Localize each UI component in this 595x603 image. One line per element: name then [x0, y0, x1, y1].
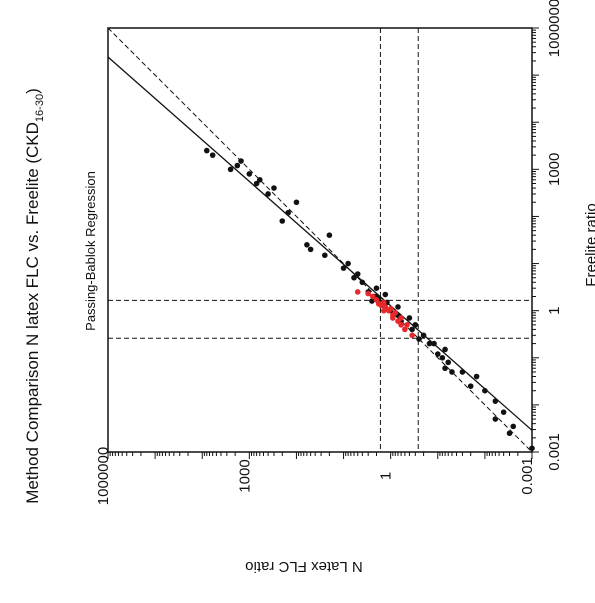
regression-lines [107, 27, 533, 453]
y-tick-label: 1 [378, 472, 395, 480]
data-point-black [439, 354, 446, 361]
data-point-black [354, 271, 361, 277]
x-axis: 0.001 1 1000 1000000 [532, 0, 563, 471]
data-point-red [392, 310, 399, 316]
data-point-black [431, 340, 437, 347]
data-point-black [369, 298, 375, 304]
data-point-black [529, 445, 535, 452]
data-point-black [307, 246, 314, 253]
data-point-red [402, 326, 408, 333]
chart-title: Method Comparison N latex FLC vs. Freeli… [23, 88, 46, 504]
data-point-red [404, 322, 410, 328]
x-tick-label: 0.001 [546, 433, 563, 471]
data-point-black [256, 176, 263, 183]
data-point-red [380, 299, 387, 306]
data-point-black [351, 274, 357, 281]
data-point-black [271, 185, 277, 191]
data-point-red [380, 307, 387, 314]
data-point-black [227, 166, 234, 173]
x-axis-label: Freelite ratio [583, 203, 595, 286]
data-point-black [203, 147, 210, 154]
data-point-red [390, 315, 396, 321]
data-point-black [467, 383, 474, 389]
data-point-black [382, 291, 389, 298]
data-points [203, 147, 535, 452]
data-point-black [442, 346, 448, 353]
data-point-black [420, 332, 427, 339]
data-point-black [510, 423, 517, 430]
data-point-black [285, 209, 291, 216]
data-point-black [253, 180, 260, 187]
data-point-red [398, 322, 404, 328]
x-tick-label: 1000000 [546, 0, 563, 57]
y-tick-label: 1000000 [95, 447, 112, 505]
data-point-black [445, 359, 452, 366]
data-point-black [265, 191, 271, 197]
data-point-red [375, 300, 382, 307]
data-point-red [354, 289, 361, 295]
y-axis-label: N Latex FLC ratio [245, 558, 363, 575]
data-point-red [398, 315, 404, 321]
data-point-black [459, 369, 466, 375]
data-point-black [340, 265, 347, 271]
data-point-red [387, 305, 394, 312]
data-point-black [416, 336, 422, 342]
x-tick-label: 1 [546, 306, 563, 314]
data-point-black [322, 252, 328, 259]
y-tick-label: 0.001 [519, 457, 536, 495]
data-point-black [492, 398, 499, 404]
chart-subtitle: Passing-Bablok Regression [83, 171, 98, 331]
data-point-black [442, 365, 448, 372]
data-point-black [209, 152, 216, 158]
data-point-black [406, 315, 413, 321]
data-point-black [500, 409, 507, 415]
data-point-black [492, 416, 499, 422]
data-point-red [409, 332, 415, 339]
data-point-black [279, 218, 286, 224]
data-point-black [238, 158, 244, 164]
data-point-black [359, 279, 366, 286]
data-point-black [345, 260, 351, 267]
data-point-black [412, 322, 419, 328]
data-point-black [395, 304, 401, 310]
data-point-black [426, 340, 433, 347]
data-point-black [293, 199, 300, 206]
identity-line [107, 27, 533, 453]
data-point-black [304, 242, 310, 248]
data-point-black [409, 326, 415, 333]
data-point-red [369, 293, 376, 300]
data-point-black [434, 351, 441, 357]
data-point-red [365, 290, 371, 297]
data-point-black [326, 232, 333, 238]
reference-lines [108, 28, 532, 452]
y-axis: 0.001 1 1000 1000000 [95, 447, 536, 505]
y-tick-label: 1000 [236, 459, 253, 492]
data-point-black [449, 369, 455, 375]
data-point-black [506, 430, 513, 437]
plot-frame [107, 27, 533, 453]
plot-area [107, 27, 535, 453]
data-point-black [482, 387, 488, 394]
regression-line [108, 56, 532, 432]
data-point-black [373, 285, 380, 291]
x-tick-label: 1000 [546, 153, 563, 186]
data-point-black [246, 171, 253, 177]
data-point-black [234, 162, 241, 169]
data-point-black [473, 373, 480, 380]
